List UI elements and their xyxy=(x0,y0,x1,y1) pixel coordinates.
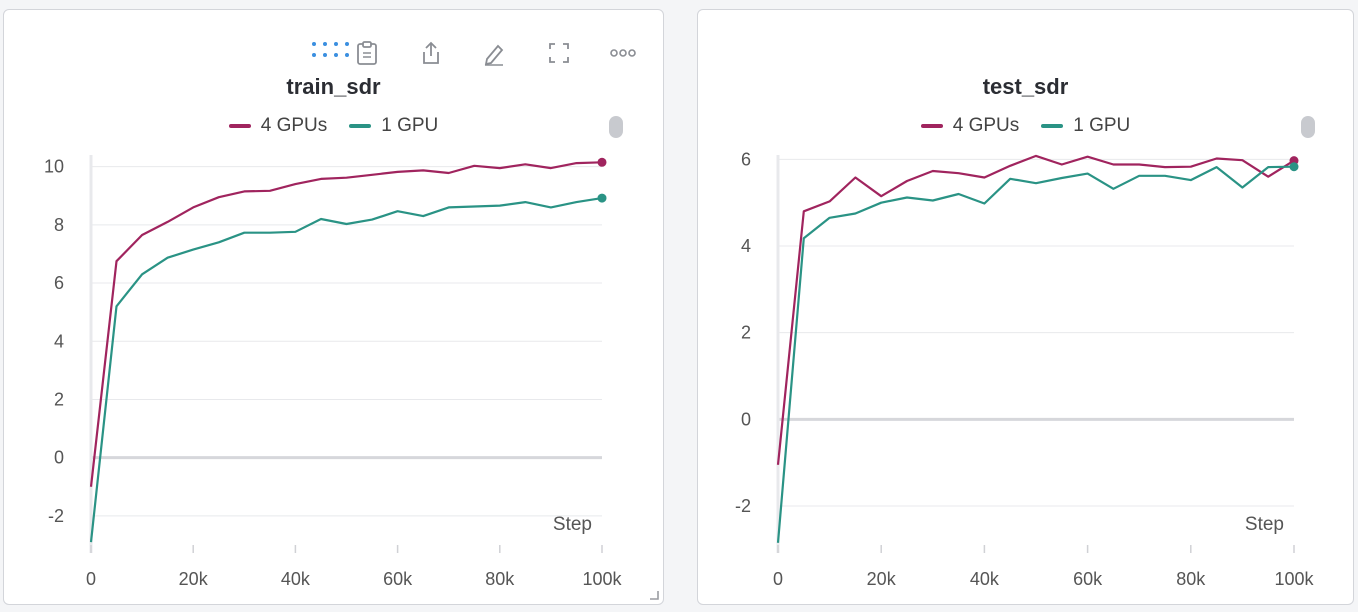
series-end-marker xyxy=(597,193,607,203)
series-line xyxy=(776,165,1295,543)
clipboard-icon xyxy=(357,41,377,65)
legend-swatch xyxy=(1041,124,1064,128)
x-tick-label: 40k xyxy=(281,569,311,589)
y-tick-label: 2 xyxy=(54,389,64,409)
x-tick-label: 60k xyxy=(383,569,413,589)
series-end-marker xyxy=(597,157,607,167)
x-tick-label: 40k xyxy=(970,569,1000,589)
legend-label: 1 GPU xyxy=(1073,115,1131,136)
chart-legend: 4 GPUs 1 GPU xyxy=(698,115,1353,137)
x-tick-label: 80k xyxy=(1176,569,1206,589)
legend-item-1-gpu[interactable]: 1 GPU xyxy=(349,115,438,137)
panel-toolbar xyxy=(4,36,663,70)
share-button[interactable] xyxy=(414,36,448,70)
legend-scroll-handle[interactable] xyxy=(609,116,623,138)
y-tick-label: -2 xyxy=(735,496,751,516)
y-tick-label: 2 xyxy=(741,323,751,343)
series-end-marker xyxy=(1289,162,1299,172)
chart-panel-train-sdr[interactable]: train_sdr 4 GPUs 1 GPU 10 8 6 4 2 0 -2 0 20k 40k 6… xyxy=(3,9,664,605)
edit-button[interactable] xyxy=(477,36,511,70)
legend-item-1-gpu[interactable]: 1 GPU xyxy=(1041,115,1130,137)
more-icon xyxy=(610,49,636,57)
fullscreen-icon xyxy=(549,43,569,63)
legend-label: 1 GPU xyxy=(381,115,439,136)
x-tick-label: 0 xyxy=(86,569,96,589)
chart-legend: 4 GPUs 1 GPU xyxy=(4,115,663,137)
y-tick-label: 0 xyxy=(741,409,751,429)
series-line xyxy=(89,161,603,487)
legend-item-4-gpus[interactable]: 4 GPUs xyxy=(920,115,1020,137)
x-tick-label: 0 xyxy=(773,569,783,589)
x-axis-label: Step xyxy=(553,514,592,535)
legend-swatch xyxy=(920,124,943,128)
y-tick-label: 4 xyxy=(741,236,751,256)
legend-item-4-gpus[interactable]: 4 GPUs xyxy=(228,115,328,137)
fullscreen-button[interactable] xyxy=(542,36,576,70)
share-icon xyxy=(423,41,439,64)
legend-label: 4 GPUs xyxy=(952,115,1020,136)
y-tick-label: 4 xyxy=(54,331,64,351)
clipboard-button[interactable] xyxy=(350,36,384,70)
x-tick-label: 20k xyxy=(179,569,209,589)
x-tick-label: 80k xyxy=(485,569,515,589)
resize-handle-icon[interactable] xyxy=(649,590,659,600)
x-axis-label: Step xyxy=(1245,514,1284,535)
legend-swatch xyxy=(349,124,372,128)
y-tick-label: -2 xyxy=(48,506,64,526)
line-chart-test-sdr: 6 4 2 0 -2 0 20k 40k 60k 80k 100k Step xyxy=(735,149,1315,589)
line-chart-train-sdr: 10 8 6 4 2 0 -2 0 20k 40k 60k 80k 100k Step xyxy=(44,155,623,589)
chart-title: test_sdr xyxy=(982,74,1069,99)
y-tick-label: 8 xyxy=(54,215,64,235)
chart-title: train_sdr xyxy=(286,74,381,99)
chart-panel-test-sdr[interactable]: test_sdr 4 GPUs 1 GPU 6 4 2 0 -2 0 20k 40k 60k 80… xyxy=(697,9,1354,605)
y-tick-label: 6 xyxy=(741,149,751,169)
pencil-icon xyxy=(484,44,504,66)
x-tick-label: 100k xyxy=(1274,569,1314,589)
y-tick-label: 10 xyxy=(44,157,64,177)
x-tick-label: 60k xyxy=(1073,569,1103,589)
legend-label: 4 GPUs xyxy=(260,115,328,136)
legend-swatch xyxy=(228,124,251,128)
drag-handle-icon[interactable] xyxy=(310,39,356,61)
legend-scroll-handle[interactable] xyxy=(1301,116,1315,138)
series-line xyxy=(89,197,603,543)
x-tick-label: 20k xyxy=(867,569,897,589)
series-line xyxy=(776,154,1295,465)
x-tick-label: 100k xyxy=(582,569,622,589)
more-options-button[interactable] xyxy=(606,36,640,70)
y-tick-label: 6 xyxy=(54,273,64,293)
y-tick-label: 0 xyxy=(54,448,64,468)
